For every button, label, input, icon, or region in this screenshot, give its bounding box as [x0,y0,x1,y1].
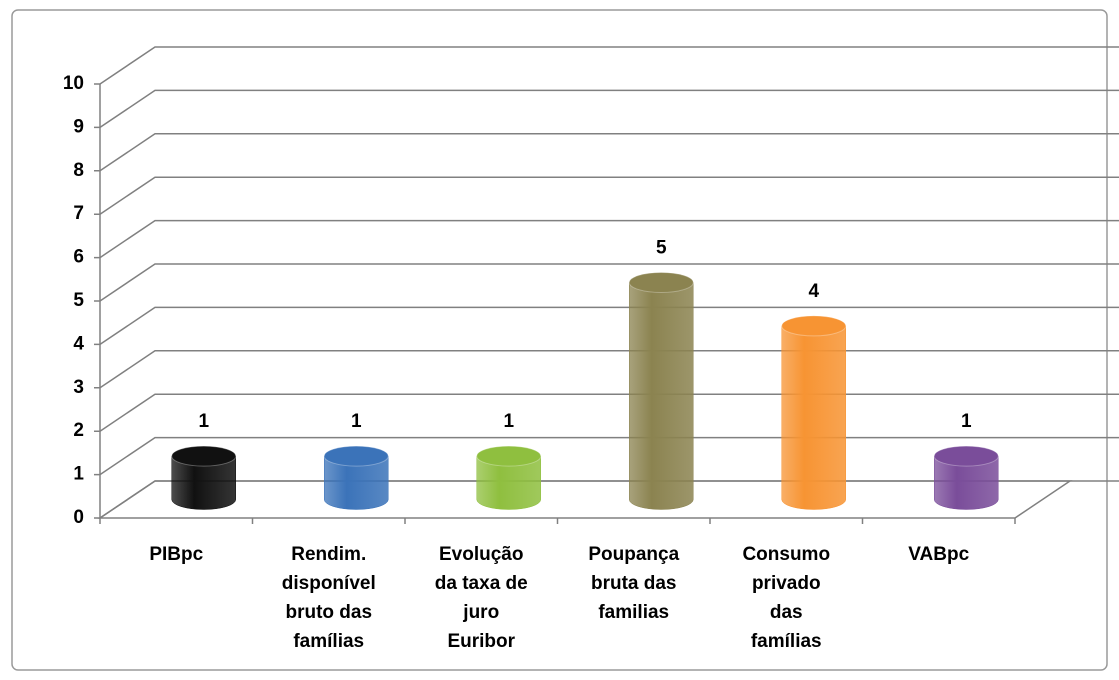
y-tick-label: 2 [73,420,84,441]
x-tick-label: Evolução [439,544,523,565]
grid-line [94,263,1119,302]
y-tick-label: 1 [73,464,84,485]
value-label: 5 [656,238,667,259]
x-tick-label: disponível [282,573,376,594]
bar-top [323,445,389,467]
x-tick-label: VABpc [908,544,969,565]
grid-line [94,219,1119,259]
x-tick-label: Euribor [447,631,515,652]
y-tick-label: 4 [73,333,84,354]
x-tick-label: bruto das [285,602,372,623]
value-label: 1 [503,411,514,432]
x-tick-label: Poupança [588,544,679,565]
value-label: 1 [961,411,972,432]
x-tick-label: Consumo [742,544,830,565]
bar-top [781,315,847,337]
bar [781,315,847,510]
x-tick-label: bruta das [591,573,677,594]
y-tick-label: 6 [73,247,84,268]
y-tick-label: 9 [73,116,84,137]
bar [933,445,999,510]
grid-line [94,46,1119,85]
value-label: 4 [808,281,819,302]
chart-border [11,9,1108,671]
bar-top [476,445,542,467]
bar [628,272,694,510]
bar-body [324,455,389,510]
bar-body [171,455,236,510]
bar [171,445,237,510]
bar [323,445,389,510]
value-label: 1 [198,411,209,432]
bar-top [171,445,237,467]
grid-line [94,133,1119,172]
value-label: 1 [351,411,362,432]
bar-body [934,455,999,510]
x-tick-label: famílias [751,631,822,652]
bar-body [476,455,541,510]
bar-top [628,272,694,293]
bar-body [629,282,694,510]
y-tick-label: 5 [73,290,84,311]
grid-line [94,89,1119,129]
y-tick-label: 8 [73,160,84,181]
bar-top [933,445,999,467]
y-tick-label: 3 [73,377,84,398]
x-tick-label: familias [598,602,669,623]
grid-line [94,176,1119,215]
x-tick-label: juro [462,602,499,623]
y-tick-label: 0 [73,507,84,528]
bar-body [781,325,846,510]
x-tick-label: privado [752,573,821,594]
x-tick-label: da taxa de [435,573,528,594]
x-tick-label: das [770,602,803,623]
x-tick-label: PIBpc [149,544,203,565]
x-tick-label: famílias [293,631,364,652]
x-tick-label: Rendim. [291,544,366,565]
y-tick-label: 7 [73,203,84,224]
bar [476,445,542,510]
y-tick-label: 10 [63,73,84,94]
